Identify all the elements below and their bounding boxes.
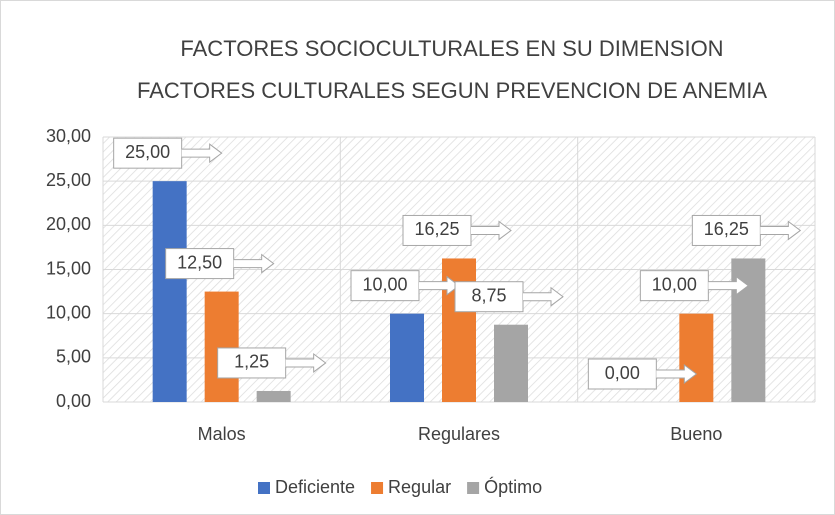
y-tick-label: 15,00	[46, 258, 91, 278]
x-tick-label: Bueno	[670, 424, 722, 444]
data-label-box	[113, 137, 183, 169]
bar	[679, 313, 714, 402]
data-label: 16,25	[414, 219, 459, 239]
data-label-arrow	[285, 352, 327, 373]
data-label: 10,00	[652, 274, 697, 294]
bar	[390, 313, 424, 402]
data-label: 25,00	[125, 142, 170, 162]
y-tick-label: 25,00	[46, 170, 91, 190]
data-label-box	[217, 347, 287, 379]
bar	[152, 181, 187, 402]
data-label-box	[639, 270, 709, 302]
data-label-arrow	[760, 220, 802, 241]
data-label-arrow	[471, 220, 512, 241]
data-label: 16,25	[704, 219, 749, 239]
y-tick-label: 30,00	[46, 126, 91, 146]
chart-title: FACTORES CULTURALES SEGUN PREVENCION DE …	[137, 78, 767, 103]
x-tick-label: Malos	[198, 424, 246, 444]
y-tick-label: 10,00	[46, 302, 91, 322]
legend-swatch	[467, 482, 480, 494]
data-label-arrow	[708, 275, 750, 296]
data-label-arrow	[656, 364, 698, 384]
data-label-box	[165, 248, 235, 280]
data-label-arrow	[233, 253, 275, 274]
data-label: 0,00	[605, 363, 640, 383]
data-label-arrow	[181, 143, 223, 164]
legend-label: Óptimo	[484, 476, 542, 497]
data-label: 12,50	[177, 252, 222, 272]
data-label: 8,75	[471, 285, 506, 305]
data-label-box	[454, 281, 524, 313]
data-label-arrow	[523, 286, 564, 307]
legend-label: Regular	[388, 477, 451, 497]
x-tick-label: Regulares	[418, 424, 500, 444]
bar	[494, 324, 528, 402]
data-label: 10,00	[362, 274, 407, 294]
y-tick-label: 20,00	[46, 214, 91, 234]
data-label: 1,25	[234, 352, 269, 372]
chart-title: FACTORES SOCIOCULTURALES EN SU DIMENSION	[180, 36, 723, 61]
legend-label: Deficiente	[275, 477, 355, 497]
data-label-box	[691, 214, 761, 246]
bar	[204, 291, 239, 402]
legend-swatch	[258, 482, 270, 494]
data-label-box	[402, 214, 472, 246]
y-tick-label: 5,00	[56, 347, 91, 367]
bar	[256, 390, 291, 402]
legend-swatch	[371, 482, 384, 494]
y-tick-label: 0,00	[56, 391, 91, 411]
data-label-box	[587, 358, 657, 390]
